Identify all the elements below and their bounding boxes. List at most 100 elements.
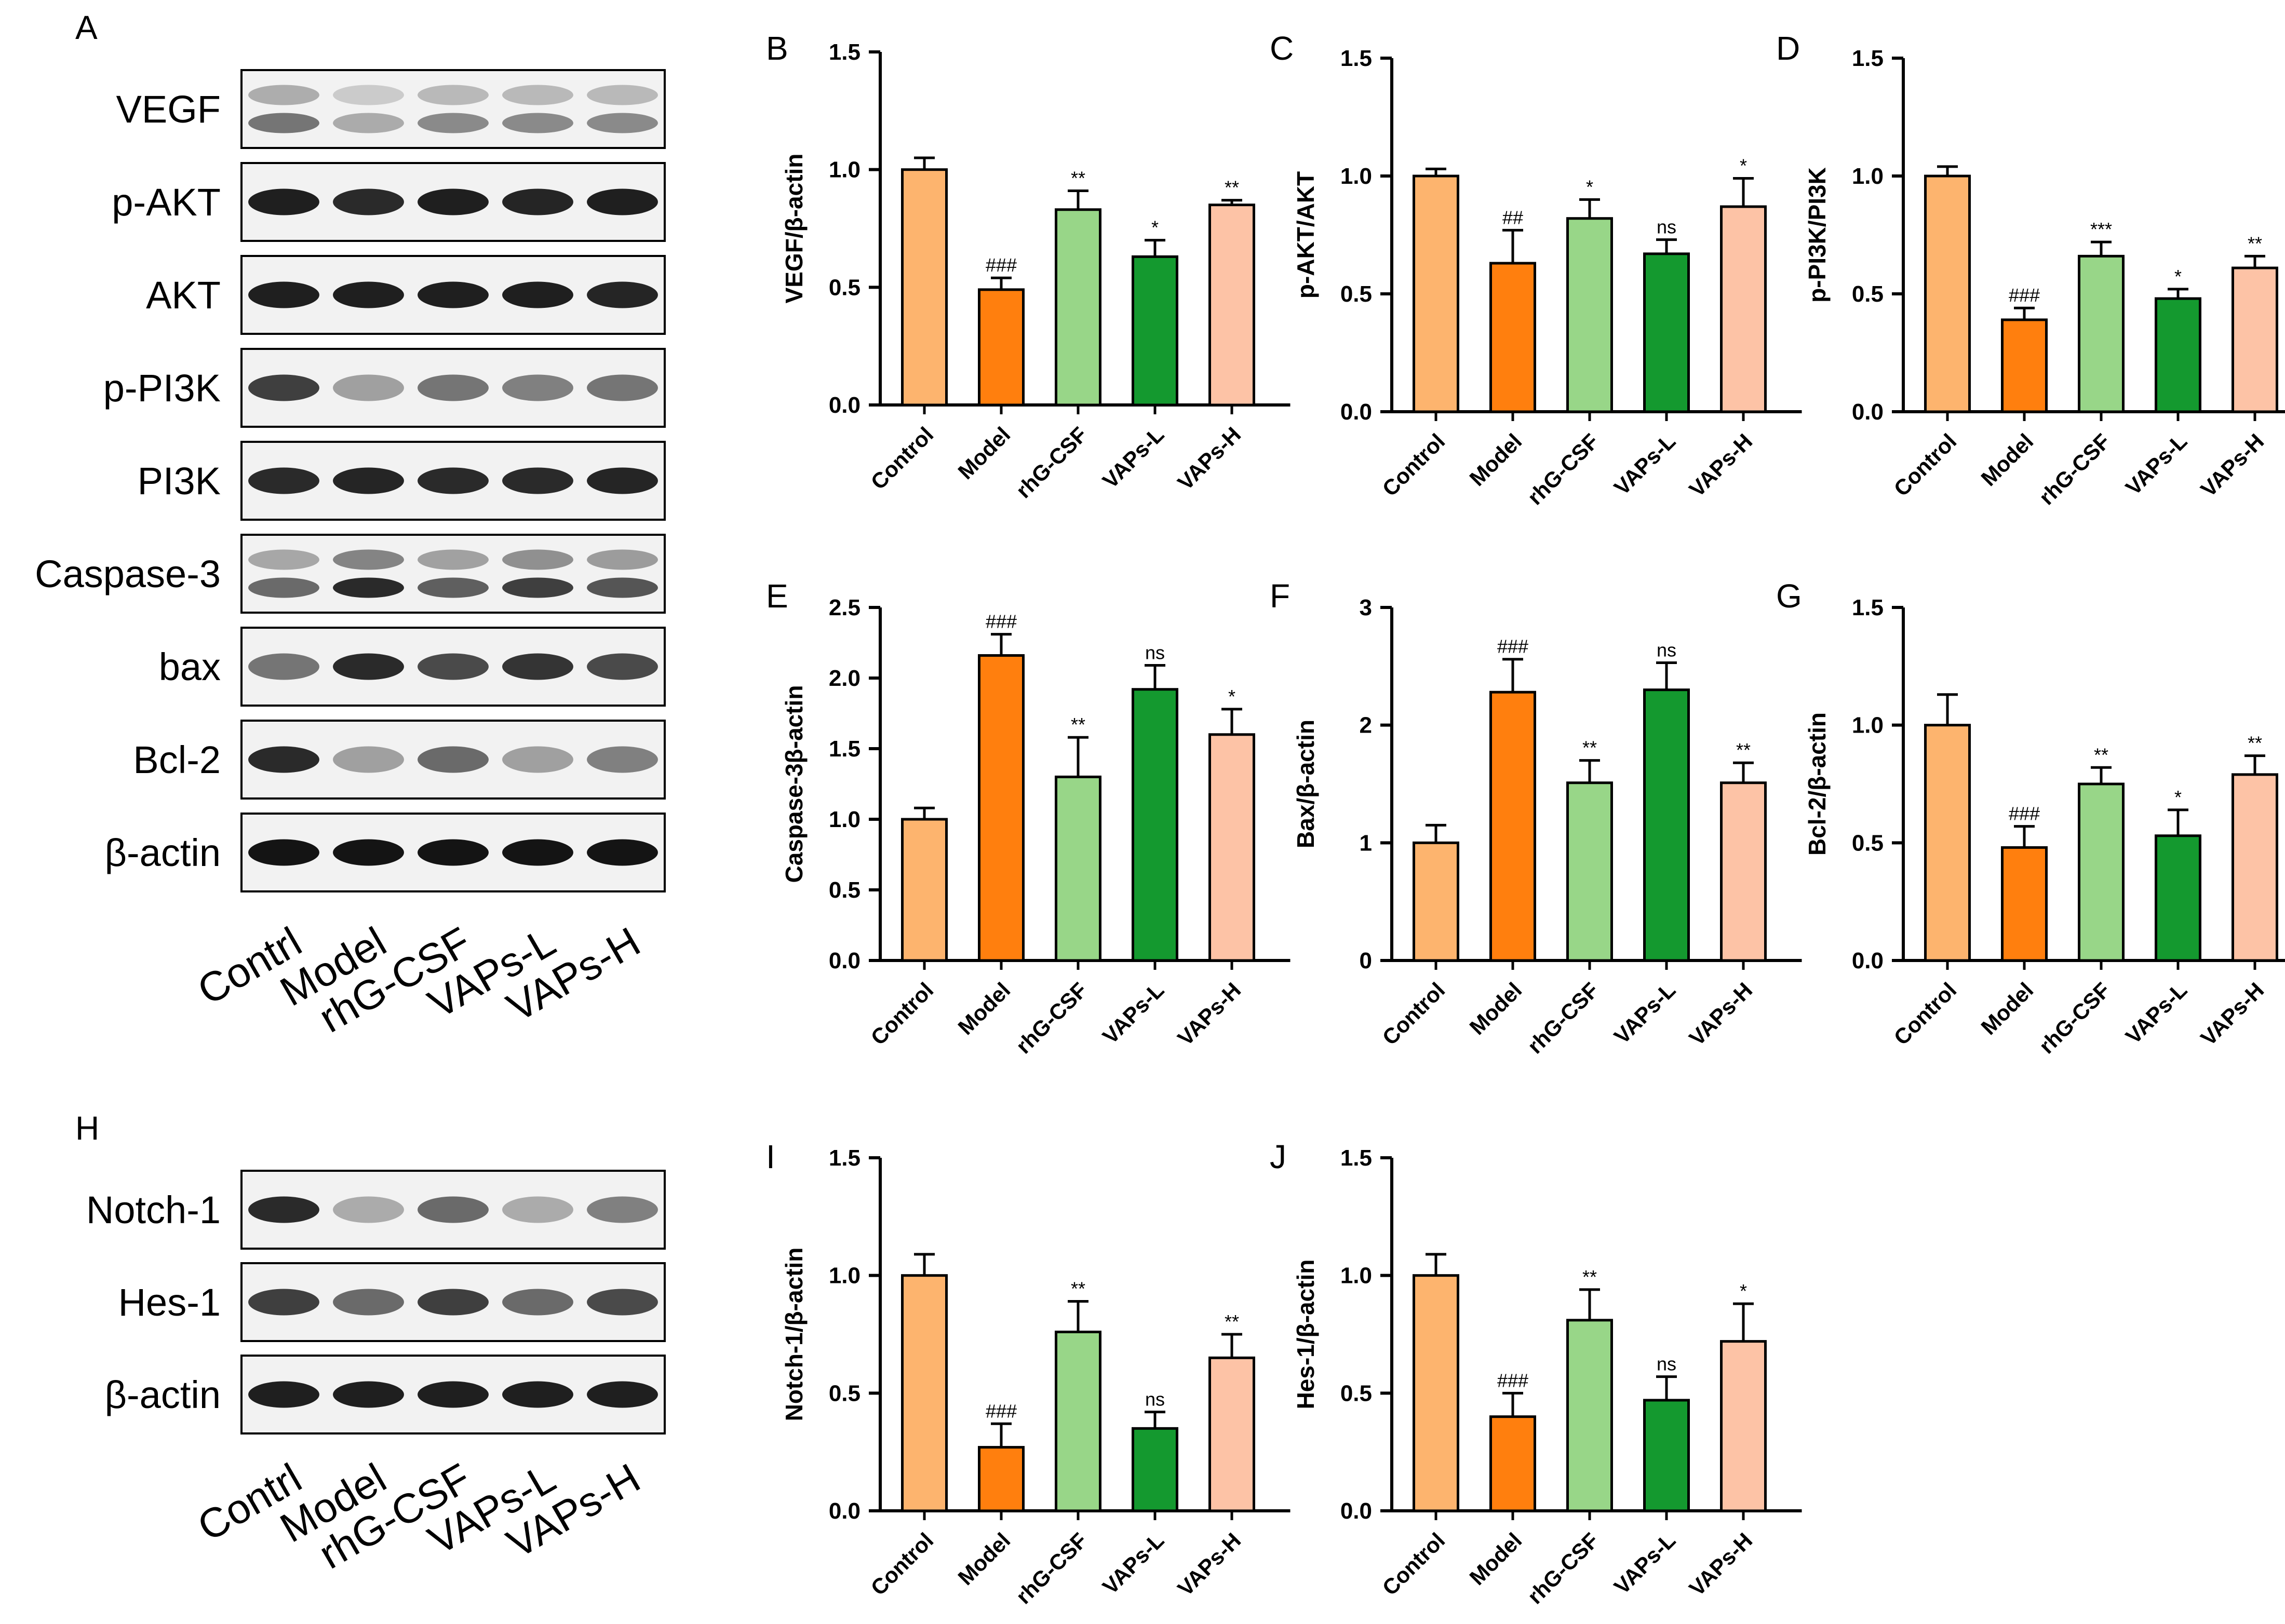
blot-band [248,113,319,133]
blot-band [248,839,319,866]
blot-band [502,1289,573,1316]
chart-j: J 0.0 0.5 1.0 1.5 Hes-1/β-actin Control ### Mode… [1270,1138,1802,1608]
x-tick-label-model: Model [1464,978,1526,1039]
y-tick-label: 2.5 [829,595,861,620]
blot-band [248,188,319,215]
x-tick-label-vaps-l: VAPs-L [1609,429,1681,500]
panel-letter-c: C [1270,30,1294,67]
y-tick-label: 0.5 [1852,830,1884,856]
bar-control [1924,174,1971,413]
bar-model [2001,318,2048,413]
blot-label-notch-1: Notch-1 [86,1188,221,1231]
x-tick-label-vaps-h: VAPs-H [2196,429,2268,502]
blot-label-vegf: VEGF [116,88,221,131]
x-tick-label-vaps-h: VAPs-H [1684,978,1757,1050]
blot-band [418,1196,489,1223]
bar-control [1413,1274,1459,1512]
blot-band [333,113,404,133]
x-tick-label-vaps-l: VAPs-L [1098,422,1169,493]
blot-band [418,746,489,773]
y-tick-label: 0.0 [1340,399,1372,425]
bar-rhg-csf [2078,254,2125,413]
x-tick-label-rhg-csf: rhG-CSF [2034,429,2115,509]
blot-membrane-vegf [240,69,666,149]
y-tick-label: 1.5 [829,736,861,762]
bar-model [2001,846,2048,962]
blot-band [248,577,319,598]
y-tick-label: 1.5 [1852,595,1884,620]
y-tick-label: 0.5 [829,1381,861,1406]
blot-band [587,653,658,680]
panel-letter-e: E [766,577,788,615]
blot-band [502,746,573,773]
chart-g: G 0.0 0.5 1.0 1.5 Bcl-2/β-actin Control ### Mode… [1776,577,2285,1058]
panel-letter-f: F [1270,577,1290,615]
x-tick-label-vaps-h: VAPs-H [1173,1528,1245,1601]
blot-band [333,839,404,866]
x-tick-label-control: Control [1889,429,1961,501]
bar-rhg-csf [1055,1330,1101,1512]
x-tick-label-rhg-csf: rhG-CSF [1523,1528,1603,1608]
blot-band [502,577,573,598]
blot-band [502,1381,573,1408]
x-tick-label-model: Model [953,422,1015,484]
blot-band [587,85,658,105]
y-tick-label: 0.0 [829,393,861,418]
blot-label-hes-1: Hes-1 [118,1281,221,1324]
bar-vaps-l [2155,297,2201,413]
blot-band [587,549,658,570]
significance-label: * [1151,217,1159,238]
x-tick-label-vaps-h: VAPs-H [1684,1528,1757,1601]
significance-label: ** [1225,1311,1239,1332]
significance-label: ** [2248,233,2262,254]
blot-band [502,85,573,105]
blot-band [418,85,489,105]
chart-c: C 0.0 0.5 1.0 1.5 p-AKT/AKT Control ## Model * rhG… [1270,30,1802,509]
significance-label: * [1586,176,1593,197]
y-tick-label: 1.0 [829,1263,861,1289]
y-tick-label: 1.0 [1852,713,1884,738]
bar-control [901,818,948,962]
blot-band [502,113,573,133]
bar-rhg-csf [1055,775,1101,962]
y-tick-label: 0.0 [829,948,861,973]
bar-vaps-l [1132,255,1178,407]
bar-vaps-l [1132,1427,1178,1512]
y-tick-label: 1.0 [829,157,861,183]
bar-charts: B 0.0 0.5 1.0 1.5 VEGF/β-actin Control ### Model… [766,30,2285,1608]
bar-model [1489,1415,1536,1512]
blot-band [587,746,658,773]
blot-label-caspase-3: Caspase-3 [35,552,221,596]
bar-vaps-l [1643,252,1690,413]
x-tick-label-model: Model [953,1528,1015,1590]
significance-label: * [1228,686,1235,707]
panel-letter-i: I [766,1138,775,1175]
blot-band [502,467,573,494]
chart-i: I 0.0 0.5 1.0 1.5 Notch-1/β-actin Control ### Mo… [766,1138,1291,1608]
x-tick-label-model: Model [1976,978,2038,1039]
x-tick-label-rhg-csf: rhG-CSF [1011,422,1092,503]
blot-band [587,281,658,308]
y-axis-label: VEGF/β-actin [781,154,808,304]
significance-label: * [1740,155,1747,177]
x-tick-label-rhg-csf: rhG-CSF [1523,978,1603,1058]
blot-band [333,467,404,494]
y-tick-label: 0.5 [1340,1381,1372,1406]
significance-label: * [2174,266,2182,287]
y-tick-label: 0.5 [1852,281,1884,307]
bar-vaps-l [1643,688,1690,962]
blot-band [248,281,319,308]
blot-band [502,281,573,308]
significance-label: * [2174,787,2182,808]
significance-label: * [1740,1280,1747,1302]
panel-letter: H [75,1109,99,1147]
blot-band [587,374,658,401]
y-axis-label: Notch-1/β-actin [781,1248,808,1422]
panel-letter-j: J [1270,1138,1286,1175]
blot-band [418,467,489,494]
x-tick-label-rhg-csf: rhG-CSF [2034,978,2115,1058]
blot-band [248,746,319,773]
significance-label: ** [1071,167,1085,188]
western-blot-panel-h: HNotch-1Hes-1β-actinContrlModelrhG-CSFVA… [75,1109,666,1578]
